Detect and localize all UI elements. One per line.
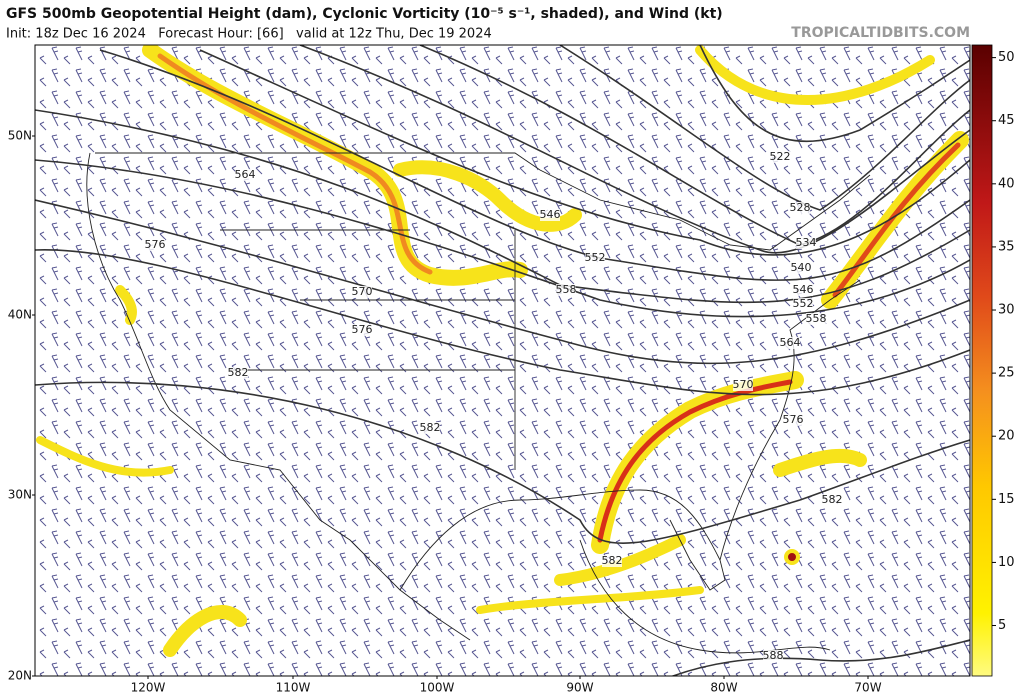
contour-label-bg <box>585 252 605 264</box>
contour-label-bg <box>791 262 811 274</box>
contour-label: 576 <box>783 413 804 426</box>
map <box>35 45 970 676</box>
contour-label-bg <box>556 284 576 296</box>
colorbar-tick-label: 30 <box>998 303 1015 318</box>
contour-label: 582 <box>228 366 249 379</box>
contour-label-bg <box>806 313 826 325</box>
contour-label: 564 <box>235 168 256 181</box>
lon-label: 100W <box>420 681 455 695</box>
contour-label: 546 <box>793 283 814 296</box>
contour-label: 540 <box>791 261 812 274</box>
height-contours <box>35 45 970 676</box>
contour-label: 552 <box>585 251 606 264</box>
contour-label-bg <box>770 151 790 163</box>
contour-label-bg <box>796 237 816 249</box>
title: GFS 500mb Geopotential Height (dam), Cyc… <box>6 6 723 22</box>
colorbar-tick-label: 40 <box>998 176 1015 191</box>
contour-label: 552 <box>793 297 814 310</box>
contour-label-bg <box>793 298 813 310</box>
lon-label: 110W <box>276 681 311 695</box>
contour-label-bg <box>793 284 813 296</box>
contour-label-bg <box>783 414 803 426</box>
source: TROPICALTIDBITS.COM <box>791 25 970 41</box>
lon-label: 90W <box>566 681 593 695</box>
map-frame <box>34 44 971 677</box>
lat-label: 40N <box>8 308 32 322</box>
contour-label: 546 <box>540 208 561 221</box>
contour-label: 534 <box>796 236 817 249</box>
wind-barbs <box>35 45 970 676</box>
contour-label-bg <box>145 239 165 251</box>
contour-label-bg <box>602 555 622 567</box>
lat-label: 30N <box>8 488 32 502</box>
lon-label: 80W <box>710 681 737 695</box>
colorbar-tick-label: 35 <box>998 239 1015 254</box>
contour-label-bg <box>352 286 372 298</box>
contour-label: 528 <box>790 201 811 214</box>
contour-label: 570 <box>733 378 754 391</box>
colorbar-tick-label: 45 <box>998 113 1015 128</box>
contour-label-bg <box>352 324 372 336</box>
contour-label-bg <box>790 202 810 214</box>
contour-label: 582 <box>602 554 623 567</box>
contour-label: 576 <box>352 323 373 336</box>
contour-label: 558 <box>806 312 827 325</box>
contour-label-bg <box>420 422 440 434</box>
vorticity <box>36 45 969 657</box>
contour-label-bg <box>733 379 753 391</box>
lon-label: 120W <box>131 681 166 695</box>
colorbar-tick-label: 25 <box>998 366 1015 381</box>
colorbar-tick-label: 50 <box>998 50 1015 65</box>
lon-label: 70W <box>854 681 881 695</box>
colorbar-tick-label: 5 <box>998 618 1006 633</box>
contour-label-bg <box>763 650 783 662</box>
colorbar-tick-label: 15 <box>998 492 1015 507</box>
contour-label: 588 <box>763 649 784 662</box>
contour-label-bg <box>235 169 255 181</box>
contour-label-bg <box>540 209 560 221</box>
contour-label: 522 <box>770 150 791 163</box>
colorbar-tick-label: 20 <box>998 429 1015 444</box>
contour-label-bg <box>228 367 248 379</box>
contour-label: 564 <box>780 336 801 349</box>
contour-label: 558 <box>556 283 577 296</box>
contour-label: 570 <box>352 285 373 298</box>
colorbar <box>971 44 993 677</box>
colorbar-tick-label: 10 <box>998 555 1015 570</box>
contour-label-bg <box>780 337 800 349</box>
contour-label: 582 <box>822 493 843 506</box>
lat-label: 50N <box>8 129 32 143</box>
lat-label: 20N <box>8 669 32 683</box>
contour-label: 582 <box>420 421 441 434</box>
subtitle: Init: 18z Dec 16 2024 Forecast Hour: [66… <box>6 27 492 42</box>
contour-label: 576 <box>145 238 166 251</box>
contour-label-bg <box>822 494 842 506</box>
